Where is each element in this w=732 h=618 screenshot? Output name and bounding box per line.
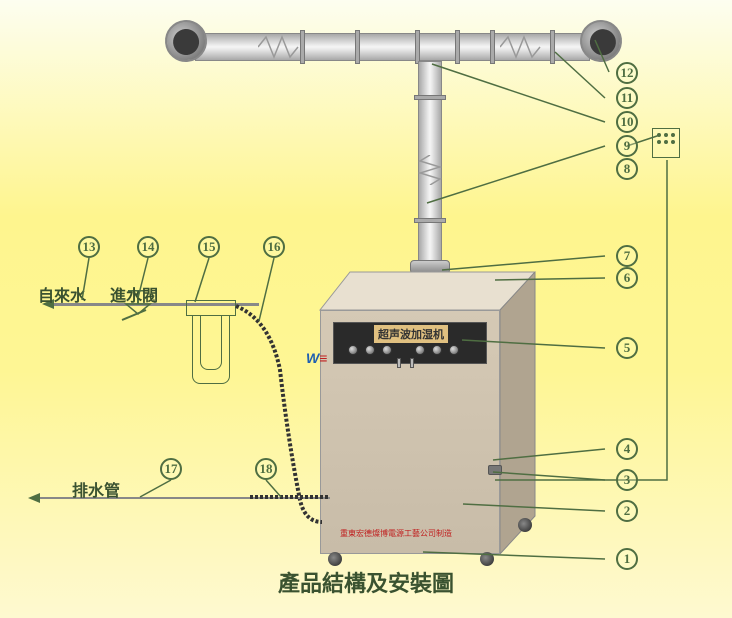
diagram-caption: 產品結構及安裝圖	[0, 566, 732, 598]
leader-2	[463, 504, 605, 511]
leader-1	[423, 552, 605, 559]
callout-10: 10	[616, 111, 638, 133]
leader-13	[82, 258, 89, 300]
leader-4	[493, 449, 605, 460]
callout-15: 15	[198, 236, 220, 258]
leader-7	[442, 256, 605, 270]
callout-3: 3	[616, 469, 638, 491]
callout-16: 16	[263, 236, 285, 258]
callout-7: 7	[616, 245, 638, 267]
leader-10	[432, 64, 605, 122]
leader-15	[195, 258, 209, 302]
leader-14	[138, 258, 148, 298]
callout-4: 4	[616, 438, 638, 460]
leader-3	[493, 472, 605, 480]
leader-17	[140, 480, 171, 497]
leader-18	[266, 480, 281, 497]
callout-5: 5	[616, 337, 638, 359]
callout-9: 9	[616, 135, 638, 157]
callout-6: 6	[616, 267, 638, 289]
callout-13: 13	[78, 236, 100, 258]
leader-5	[462, 340, 605, 348]
callout-17: 17	[160, 458, 182, 480]
leader-11	[555, 52, 605, 98]
callout-18: 18	[255, 458, 277, 480]
leader-12	[595, 40, 609, 72]
callout-12: 12	[616, 62, 638, 84]
callout-11: 11	[616, 87, 638, 109]
leader-16	[259, 258, 274, 321]
callout-2: 2	[616, 500, 638, 522]
leader-9	[427, 146, 605, 203]
leader-6	[495, 278, 605, 280]
callout-8: 8	[616, 158, 638, 180]
callout-14: 14	[137, 236, 159, 258]
